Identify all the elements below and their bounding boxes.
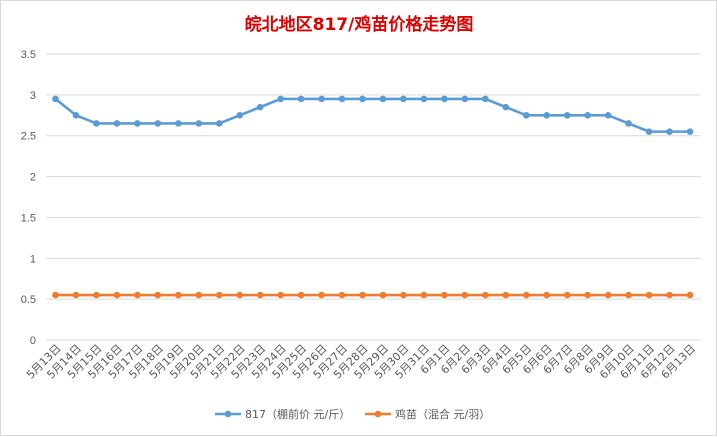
data-point — [154, 120, 162, 127]
data-point — [72, 291, 80, 299]
data-point — [256, 103, 264, 111]
gridlines — [46, 53, 701, 341]
legend-marker — [224, 410, 232, 418]
data-point — [379, 95, 387, 103]
data-point — [522, 111, 530, 119]
y-tick-label: 2.5 — [21, 131, 36, 143]
data-point — [400, 95, 407, 103]
data-point — [236, 291, 244, 299]
data-point — [93, 291, 100, 299]
data-point — [420, 291, 428, 299]
series-layer — [52, 95, 694, 299]
data-point — [277, 291, 284, 299]
legend-marker — [374, 410, 382, 418]
data-point — [195, 120, 203, 127]
data-point — [134, 120, 141, 127]
data-point — [420, 95, 428, 103]
data-point — [461, 291, 469, 299]
data-point — [338, 95, 346, 103]
data-point — [318, 95, 325, 103]
series-2 — [52, 291, 694, 299]
data-point — [482, 291, 489, 299]
data-point — [502, 103, 510, 111]
data-point — [215, 120, 223, 127]
x-axis-ticks: 5月13日5月14日5月15日5月16日5月17日5月18日5月19日5月20日… — [24, 342, 698, 382]
legend: 817（棚前价 元/斤） 鸡苗（混合 元/羽） — [215, 407, 490, 421]
data-point — [52, 95, 59, 103]
data-point — [277, 95, 284, 103]
data-point — [93, 120, 100, 127]
data-point — [359, 291, 366, 299]
data-point — [379, 291, 387, 299]
data-point — [72, 111, 80, 119]
legend-item: 817（棚前价 元/斤） — [215, 407, 350, 421]
data-point — [625, 291, 632, 299]
data-point — [52, 291, 59, 299]
data-point — [584, 291, 591, 299]
y-tick-label: 1.5 — [21, 212, 36, 224]
data-point — [359, 95, 366, 103]
data-point — [645, 291, 653, 299]
y-tick-label: 0 — [30, 335, 36, 347]
data-point — [297, 291, 305, 299]
y-tick-label: 2 — [30, 172, 36, 184]
data-point — [256, 291, 264, 299]
series-line — [54, 97, 692, 133]
data-point — [502, 291, 510, 299]
data-point — [113, 120, 121, 127]
data-point — [461, 95, 469, 103]
chart-title: 皖北地区817/鸡苗价格走势图 — [245, 14, 474, 35]
data-point — [195, 291, 203, 299]
legend-label: 817（棚前价 元/斤） — [245, 407, 350, 421]
data-point — [113, 291, 121, 299]
data-point — [686, 128, 694, 135]
data-point — [441, 291, 448, 299]
data-point — [666, 128, 673, 135]
legend-item: 鸡苗（混合 元/羽） — [365, 407, 490, 421]
data-point — [604, 111, 612, 119]
y-tick-label: 1 — [30, 253, 36, 265]
data-point — [543, 111, 551, 119]
data-point — [686, 291, 694, 299]
series-1 — [52, 95, 694, 135]
data-point — [318, 291, 325, 299]
data-point — [645, 128, 653, 135]
data-point — [604, 291, 612, 299]
data-point — [236, 111, 244, 119]
data-point — [584, 111, 591, 119]
y-tick-label: 3.5 — [21, 49, 36, 61]
data-point — [134, 291, 141, 299]
y-tick-label: 0.5 — [21, 294, 36, 306]
data-point — [482, 95, 489, 103]
data-point — [215, 291, 223, 299]
y-axis-ticks: 0 0.5 1 1.5 2 2.5 3 3.5 — [21, 49, 36, 347]
data-point — [522, 291, 530, 299]
data-point — [543, 291, 551, 299]
y-tick-label: 3 — [30, 90, 36, 102]
data-point — [666, 291, 673, 299]
data-point — [563, 111, 571, 119]
data-point — [175, 291, 182, 299]
legend-label: 鸡苗（混合 元/羽） — [395, 407, 490, 421]
data-point — [154, 291, 162, 299]
data-point — [563, 291, 571, 299]
data-point — [297, 95, 305, 103]
data-point — [400, 291, 407, 299]
data-point — [175, 120, 182, 127]
data-point — [441, 95, 448, 103]
data-point — [625, 120, 632, 127]
data-point — [338, 291, 346, 299]
